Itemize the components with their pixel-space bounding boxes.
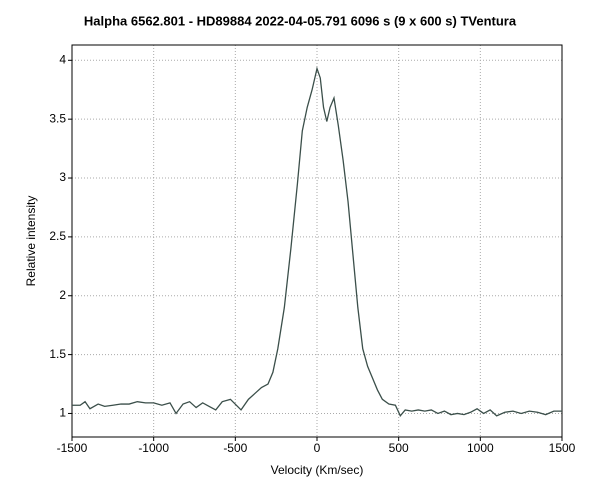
y-axis-label: Relative intensity [24, 196, 38, 287]
y-tick-label: 1.5 [49, 347, 66, 361]
y-tick-label: 2 [59, 288, 66, 302]
chart-title: Halpha 6562.801 - HD89884 2022-04-05.791… [84, 13, 517, 28]
plot-frame [71, 44, 563, 438]
spectrum-line [72, 66, 562, 418]
y-tick-label: 1 [59, 406, 66, 420]
x-tick-label: 0 [314, 441, 321, 455]
y-tick-label: 4 [59, 52, 66, 66]
x-tick-label: 1000 [467, 441, 494, 455]
y-tick-label: 3 [59, 170, 66, 184]
x-tick-label: 1500 [549, 441, 576, 455]
y-tick-label: 2.5 [49, 229, 66, 243]
x-tick-label: -500 [223, 441, 247, 455]
x-axis-label: Velocity (Km/sec) [271, 463, 364, 477]
x-tick-label: 500 [389, 441, 409, 455]
x-tick-label: -1500 [57, 441, 88, 455]
x-tick-label: -1000 [138, 441, 169, 455]
y-tick-label: 3.5 [49, 111, 66, 125]
